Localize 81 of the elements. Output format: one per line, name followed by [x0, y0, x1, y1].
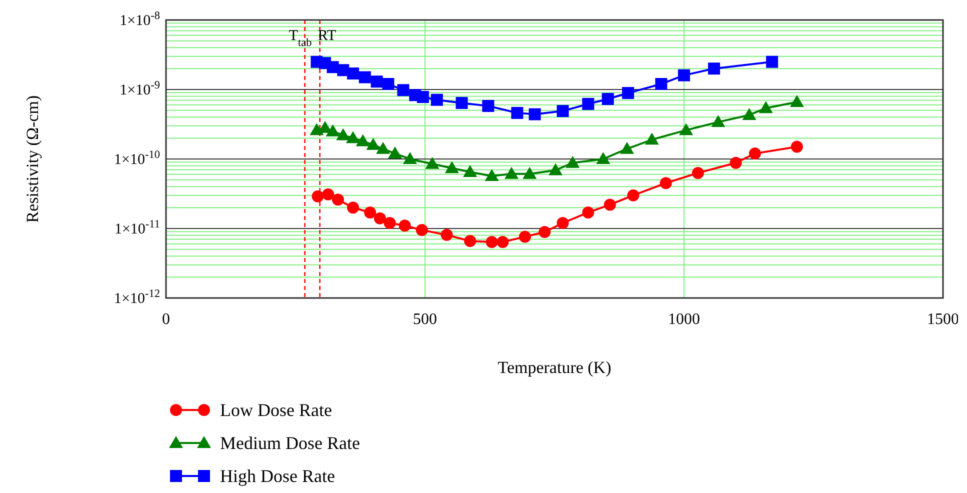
- point: [790, 95, 804, 108]
- x-tick-label: 0: [162, 311, 170, 328]
- point: [730, 156, 742, 169]
- point: [346, 131, 360, 144]
- point: [582, 206, 594, 218]
- point: [556, 105, 569, 118]
- point: [692, 166, 704, 179]
- point: [370, 76, 383, 88]
- point: [556, 216, 569, 229]
- point: [496, 236, 509, 248]
- y-tick-label: 1×10$^{-11}$: [114, 218, 160, 238]
- point: [484, 168, 499, 181]
- y-tick-label: 1×10$^{-8}$: [120, 10, 160, 29]
- point: [522, 166, 537, 179]
- point: [366, 138, 380, 150]
- point: [482, 100, 494, 112]
- point: [566, 156, 580, 168]
- x-tick-label: 500: [413, 311, 437, 328]
- point: [742, 108, 756, 120]
- point: [388, 146, 402, 158]
- point: [322, 188, 334, 200]
- point: [384, 216, 396, 229]
- point: [425, 156, 440, 169]
- point: [416, 224, 428, 236]
- point: [548, 163, 563, 176]
- point: [644, 132, 659, 145]
- point: [504, 166, 519, 179]
- point: [402, 152, 417, 164]
- x-tick-label: 1000: [668, 311, 700, 328]
- point: [679, 123, 694, 136]
- ref-line-label: T$_{tab}$: [288, 28, 312, 49]
- y-axis-title: Resistivity (Ω-cm): [23, 95, 42, 223]
- point: [708, 62, 720, 75]
- point: [440, 228, 453, 241]
- point: [376, 142, 390, 154]
- point: [347, 202, 359, 214]
- point: [620, 142, 634, 154]
- point: [596, 152, 610, 164]
- point: [382, 78, 394, 90]
- point: [748, 147, 761, 160]
- point: [538, 226, 551, 238]
- point: [336, 128, 350, 140]
- point: [398, 220, 411, 232]
- point: [486, 236, 498, 248]
- point: [758, 101, 773, 114]
- point: [518, 230, 531, 243]
- point: [463, 165, 478, 178]
- point: [332, 194, 344, 206]
- point: [582, 98, 594, 110]
- ref-line-label: RT: [318, 28, 336, 44]
- legend-label: Low Dose Rate: [220, 400, 332, 420]
- x-axis-title: Temperature (K): [498, 358, 612, 377]
- point: [416, 91, 429, 103]
- point: [655, 78, 668, 90]
- point: [766, 56, 778, 68]
- point: [711, 115, 726, 128]
- point: [602, 93, 614, 105]
- point: [622, 87, 634, 100]
- point: [312, 190, 324, 202]
- y-tick-label: 1×10$^{-12}$: [114, 288, 160, 307]
- point: [374, 212, 386, 224]
- point: [511, 106, 524, 119]
- point: [397, 84, 410, 96]
- point: [660, 177, 672, 190]
- y-tick-label: 1×10$^{-9}$: [120, 80, 160, 98]
- point: [627, 189, 640, 202]
- point: [678, 69, 690, 82]
- legend-label: High Dose Rate: [220, 466, 335, 486]
- point: [356, 134, 370, 146]
- legend-label: Medium Dose Rate: [220, 433, 360, 453]
- point: [430, 94, 443, 106]
- point: [364, 206, 376, 218]
- point: [528, 108, 541, 120]
- point: [464, 235, 476, 248]
- point: [326, 124, 340, 136]
- point: [790, 140, 803, 153]
- point: [604, 198, 616, 211]
- y-tick-label: 1×10$^{-10}$: [114, 149, 160, 168]
- point: [456, 96, 468, 109]
- point: [444, 161, 459, 174]
- point: [358, 71, 371, 84]
